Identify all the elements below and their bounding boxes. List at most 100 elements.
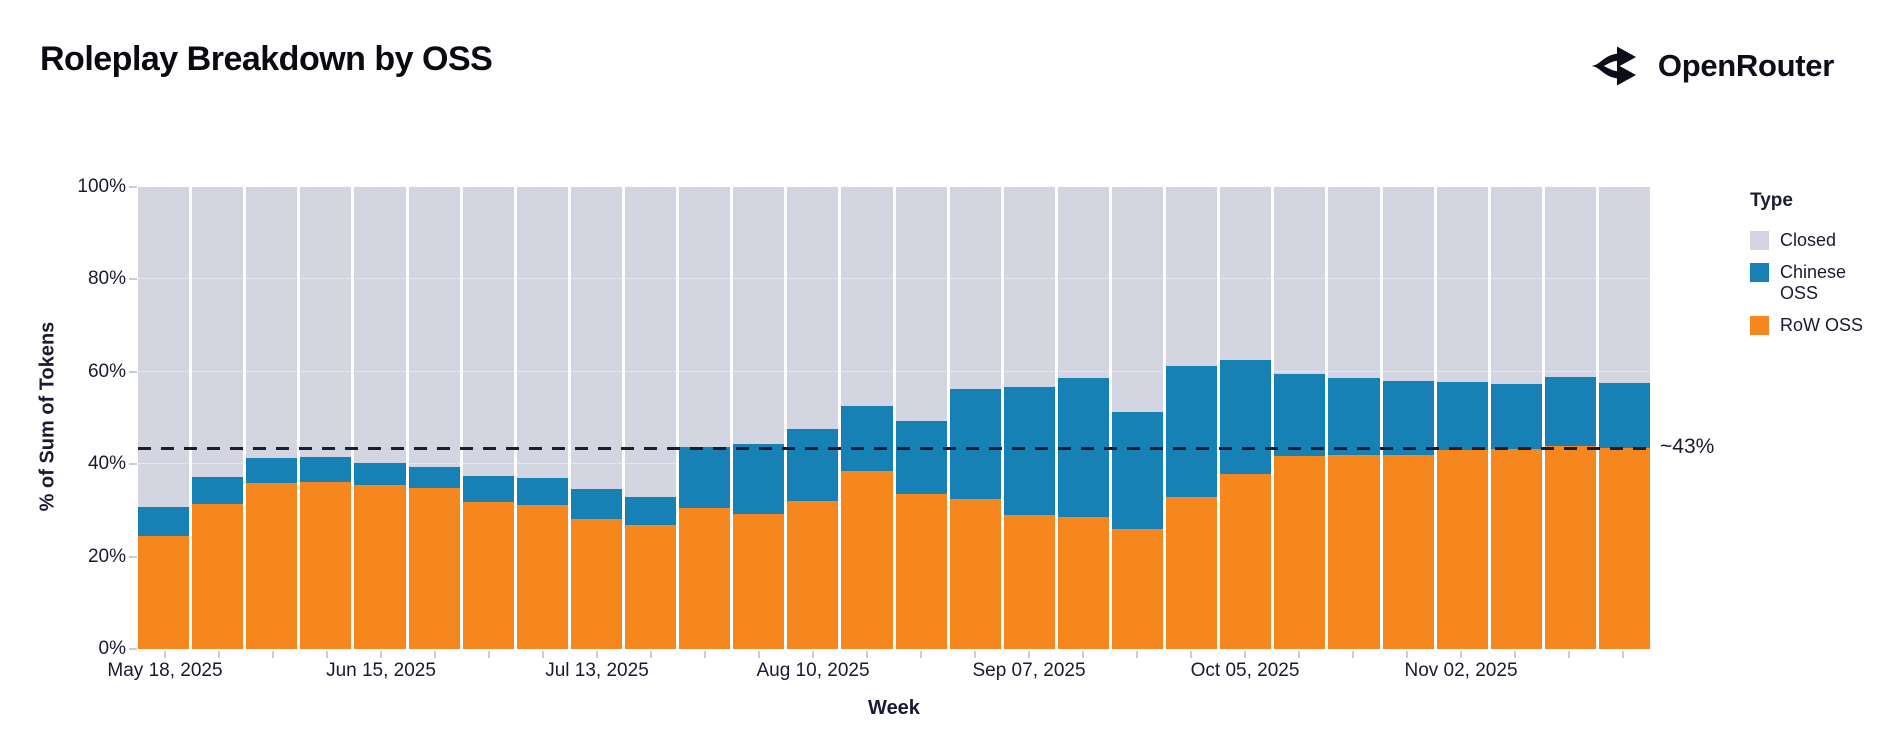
x-axis: May 18, 2025 Jun 15, 2025 Jul 13, 2025 Aug … bbox=[107, 649, 1650, 709]
y-tick-mark bbox=[129, 463, 137, 466]
bar-week-jun-22-2025 bbox=[408, 187, 460, 649]
x-tick-mark bbox=[758, 651, 760, 658]
segment-row-oss bbox=[1382, 455, 1434, 649]
y-tick-mark bbox=[129, 370, 137, 373]
legend-title: Type bbox=[1750, 190, 1793, 211]
x-tick-mark bbox=[434, 651, 436, 658]
segment-chinese-oss bbox=[679, 446, 731, 509]
openrouter-wordmark: OpenRouter bbox=[1657, 48, 1834, 83]
x-tick-mark bbox=[704, 651, 706, 658]
segment-chinese-oss bbox=[787, 428, 839, 502]
segment-row-oss bbox=[679, 508, 731, 649]
segment-chinese-oss bbox=[408, 466, 460, 489]
gridline-60 bbox=[138, 370, 1650, 372]
segment-row-oss bbox=[300, 481, 352, 649]
x-tick-label-oct-05-2025: Oct 05, 2025 bbox=[1190, 660, 1300, 681]
segment-row-oss bbox=[841, 471, 893, 649]
x-tick-mark bbox=[1190, 651, 1192, 658]
bar-week-nov-09-2025 bbox=[1490, 187, 1542, 649]
segment-chinese-oss bbox=[1274, 374, 1326, 457]
x-tick-mark bbox=[1136, 651, 1138, 658]
x-tick-mark bbox=[542, 651, 544, 658]
segment-chinese-oss bbox=[354, 462, 406, 485]
segment-row-oss bbox=[1220, 474, 1272, 649]
segment-chinese-oss bbox=[192, 477, 244, 505]
segment-chinese-oss bbox=[1328, 378, 1380, 455]
segment-chinese-oss bbox=[949, 389, 1001, 499]
segment-row-oss bbox=[192, 504, 244, 649]
reference-line-label: ~43% bbox=[1660, 435, 1715, 459]
x-tick-mark bbox=[488, 651, 490, 658]
y-tick-label-100: 100% bbox=[77, 176, 126, 197]
bar-week-sep-21-2025 bbox=[1111, 187, 1164, 649]
segment-chinese-oss bbox=[733, 444, 785, 514]
bars-container bbox=[138, 187, 1651, 649]
segment-chinese-oss bbox=[1003, 386, 1055, 516]
segment-chinese-oss bbox=[895, 420, 947, 495]
segment-chinese-oss bbox=[1490, 383, 1542, 449]
segment-row-oss bbox=[138, 535, 190, 649]
segment-chinese-oss bbox=[1111, 412, 1164, 529]
segment-row-oss bbox=[570, 518, 622, 649]
x-tick-mark bbox=[1406, 651, 1408, 658]
gridline-80 bbox=[138, 278, 1650, 280]
segment-row-oss bbox=[462, 502, 514, 649]
x-tick-mark bbox=[1622, 651, 1624, 658]
bar-week-aug-31-2025 bbox=[949, 187, 1001, 649]
segment-row-oss bbox=[1111, 528, 1164, 649]
y-tick-mark bbox=[129, 186, 137, 188]
segment-row-oss bbox=[787, 501, 839, 649]
segment-row-oss bbox=[895, 494, 947, 649]
x-tick-mark bbox=[866, 651, 868, 658]
segment-chinese-oss bbox=[1220, 359, 1272, 475]
chart-title: Roleplay Breakdown by OSS bbox=[40, 40, 493, 78]
x-tick-mark bbox=[1568, 651, 1570, 658]
segment-chinese-oss bbox=[462, 475, 514, 503]
legend-items: Closed Chinese OSS RoW OSS bbox=[1750, 230, 1876, 336]
segment-row-oss bbox=[1328, 454, 1380, 649]
legend-swatch bbox=[1750, 263, 1769, 283]
bar-week-jun-01-2025 bbox=[246, 187, 298, 649]
bar-week-jun-15-2025 bbox=[354, 187, 406, 649]
x-tick-mark bbox=[596, 651, 598, 658]
legend-label: RoW OSS bbox=[1780, 315, 1864, 336]
segment-row-oss bbox=[624, 525, 677, 649]
segment-row-oss bbox=[733, 513, 785, 649]
openrouter-logo: OpenRouter bbox=[1588, 40, 1834, 92]
segment-chinese-oss bbox=[1166, 365, 1218, 498]
x-tick-mark bbox=[1514, 651, 1516, 658]
segment-chinese-oss bbox=[570, 488, 622, 519]
y-tick-label-0: 0% bbox=[98, 638, 126, 659]
bar-week-nov-23-2025 bbox=[1598, 187, 1651, 649]
y-tick-mark bbox=[129, 648, 137, 650]
bar-week-jun-29-2025 bbox=[462, 187, 514, 649]
bar-week-nov-02-2025 bbox=[1436, 187, 1488, 649]
y-tick-label-80: 80% bbox=[87, 268, 126, 290]
bar-week-aug-03-2025 bbox=[733, 187, 785, 649]
segment-chinese-oss bbox=[1598, 383, 1651, 449]
segment-chinese-oss bbox=[1544, 377, 1596, 446]
segment-chinese-oss bbox=[516, 478, 568, 505]
segment-row-oss bbox=[1057, 517, 1109, 649]
bar-week-oct-26-2025 bbox=[1382, 187, 1434, 649]
bar-week-sep-14-2025 bbox=[1057, 187, 1109, 649]
segment-row-oss bbox=[1490, 448, 1542, 649]
legend-label: Closed bbox=[1780, 230, 1837, 250]
y-tick-mark bbox=[129, 278, 137, 281]
bar-week-aug-24-2025 bbox=[895, 187, 947, 649]
segment-row-oss bbox=[246, 482, 298, 649]
bar-week-jun-08-2025 bbox=[300, 187, 352, 649]
x-tick-mark bbox=[1082, 651, 1084, 658]
x-tick-mark bbox=[1460, 651, 1462, 658]
x-tick-mark bbox=[649, 651, 652, 658]
x-tick-label-nov-02-2025: Nov 02, 2025 bbox=[1404, 660, 1518, 681]
x-tick-label-sep-07-2025: Sep 07, 2025 bbox=[972, 660, 1086, 681]
bar-week-nov-16-2025 bbox=[1544, 187, 1596, 649]
openrouter-icon bbox=[1591, 46, 1636, 86]
x-tick-mark bbox=[812, 651, 814, 658]
legend-item-closed: Closed bbox=[1750, 230, 1876, 251]
segment-row-oss bbox=[949, 498, 1001, 649]
bar-week-may-18-2025 bbox=[138, 187, 190, 649]
y-axis-title: % of Sum of Tokens bbox=[36, 321, 59, 512]
x-tick-mark bbox=[380, 651, 382, 658]
